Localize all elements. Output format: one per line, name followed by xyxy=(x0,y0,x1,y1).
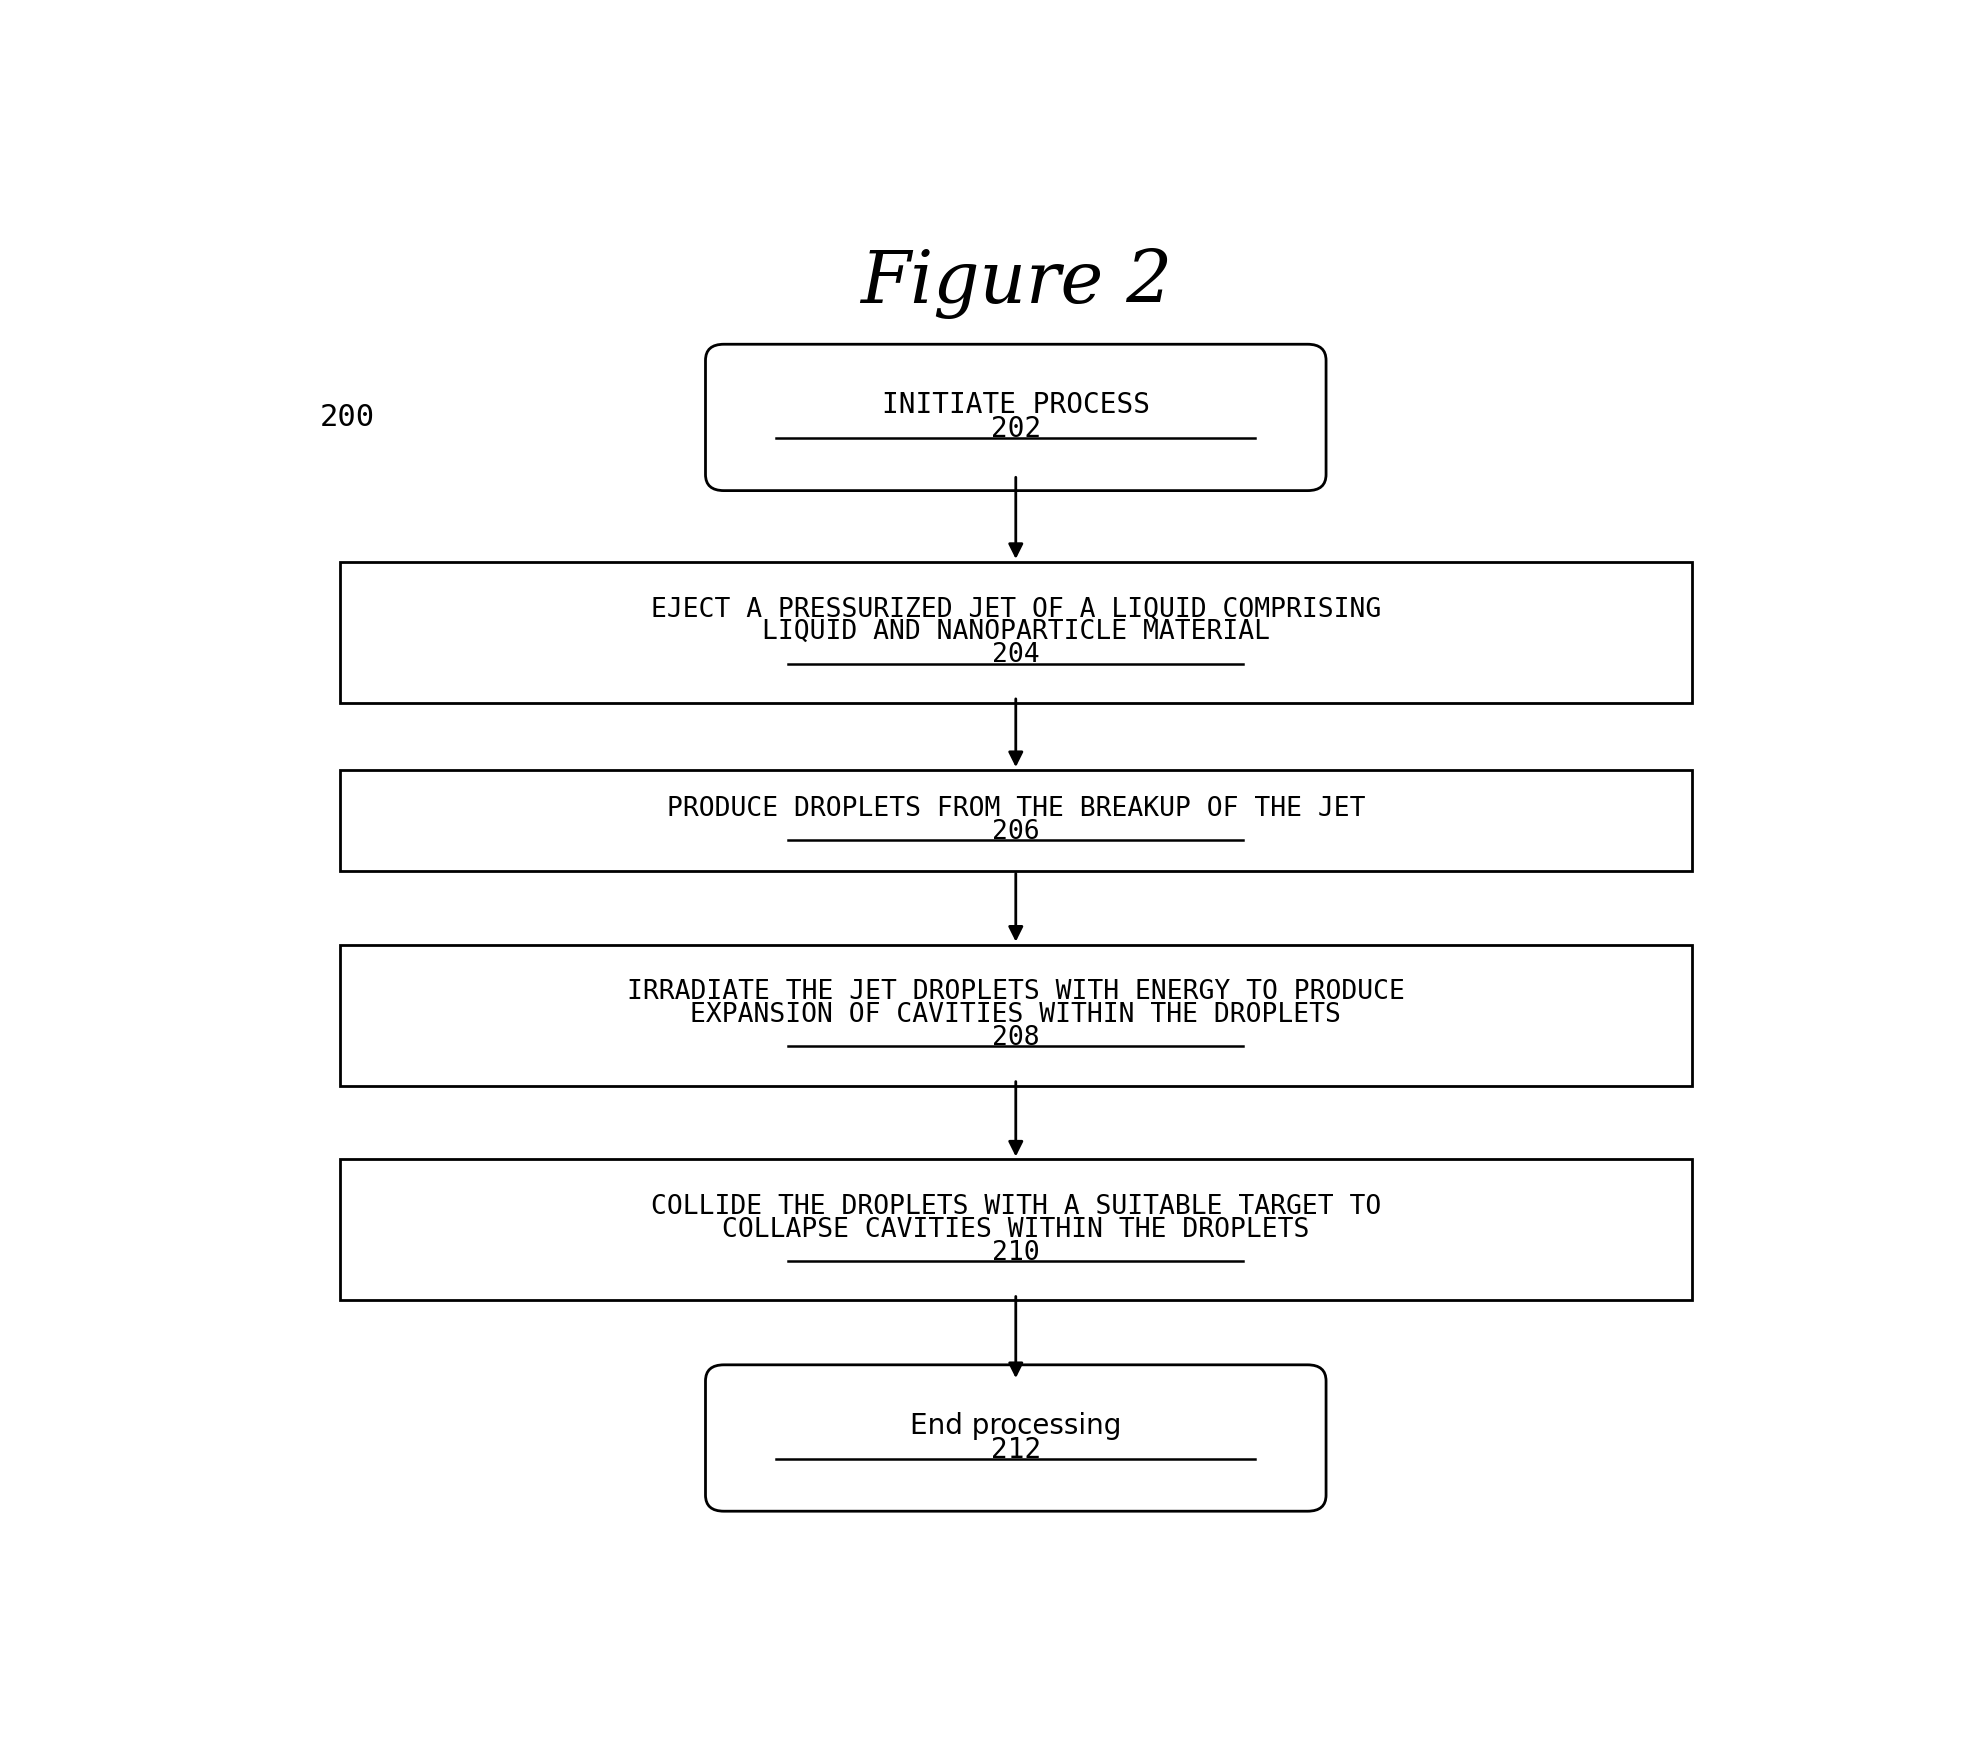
Bar xyxy=(341,562,1691,703)
Text: EJECT A PRESSURIZED JET OF A LIQUID COMPRISING: EJECT A PRESSURIZED JET OF A LIQUID COMP… xyxy=(650,596,1381,623)
FancyBboxPatch shape xyxy=(706,344,1326,490)
Text: COLLAPSE CAVITIES WITHIN THE DROPLETS: COLLAPSE CAVITIES WITHIN THE DROPLETS xyxy=(721,1217,1310,1243)
Text: End processing: End processing xyxy=(910,1413,1122,1441)
Bar xyxy=(341,1160,1691,1301)
Text: 210: 210 xyxy=(991,1240,1041,1266)
Bar xyxy=(341,945,1691,1085)
Text: PRODUCE DROPLETS FROM THE BREAKUP OF THE JET: PRODUCE DROPLETS FROM THE BREAKUP OF THE… xyxy=(666,795,1366,821)
Text: INITIATE PROCESS: INITIATE PROCESS xyxy=(882,391,1150,420)
Text: 200: 200 xyxy=(319,403,375,433)
Text: IRRADIATE THE JET DROPLETS WITH ENERGY TO PRODUCE: IRRADIATE THE JET DROPLETS WITH ENERGY T… xyxy=(626,980,1405,1005)
Text: LIQUID AND NANOPARTICLE MATERIAL: LIQUID AND NANOPARTICLE MATERIAL xyxy=(761,619,1270,645)
Text: EXPANSION OF CAVITIES WITHIN THE DROPLETS: EXPANSION OF CAVITIES WITHIN THE DROPLET… xyxy=(690,1003,1342,1027)
Text: 212: 212 xyxy=(991,1435,1041,1463)
Text: 208: 208 xyxy=(991,1025,1041,1050)
Text: Figure 2: Figure 2 xyxy=(860,248,1171,319)
Text: 204: 204 xyxy=(991,642,1041,668)
Text: 202: 202 xyxy=(991,415,1041,443)
Bar xyxy=(341,769,1691,870)
FancyBboxPatch shape xyxy=(706,1366,1326,1512)
Text: COLLIDE THE DROPLETS WITH A SUITABLE TARGET TO: COLLIDE THE DROPLETS WITH A SUITABLE TAR… xyxy=(650,1195,1381,1221)
Text: 206: 206 xyxy=(991,818,1041,844)
